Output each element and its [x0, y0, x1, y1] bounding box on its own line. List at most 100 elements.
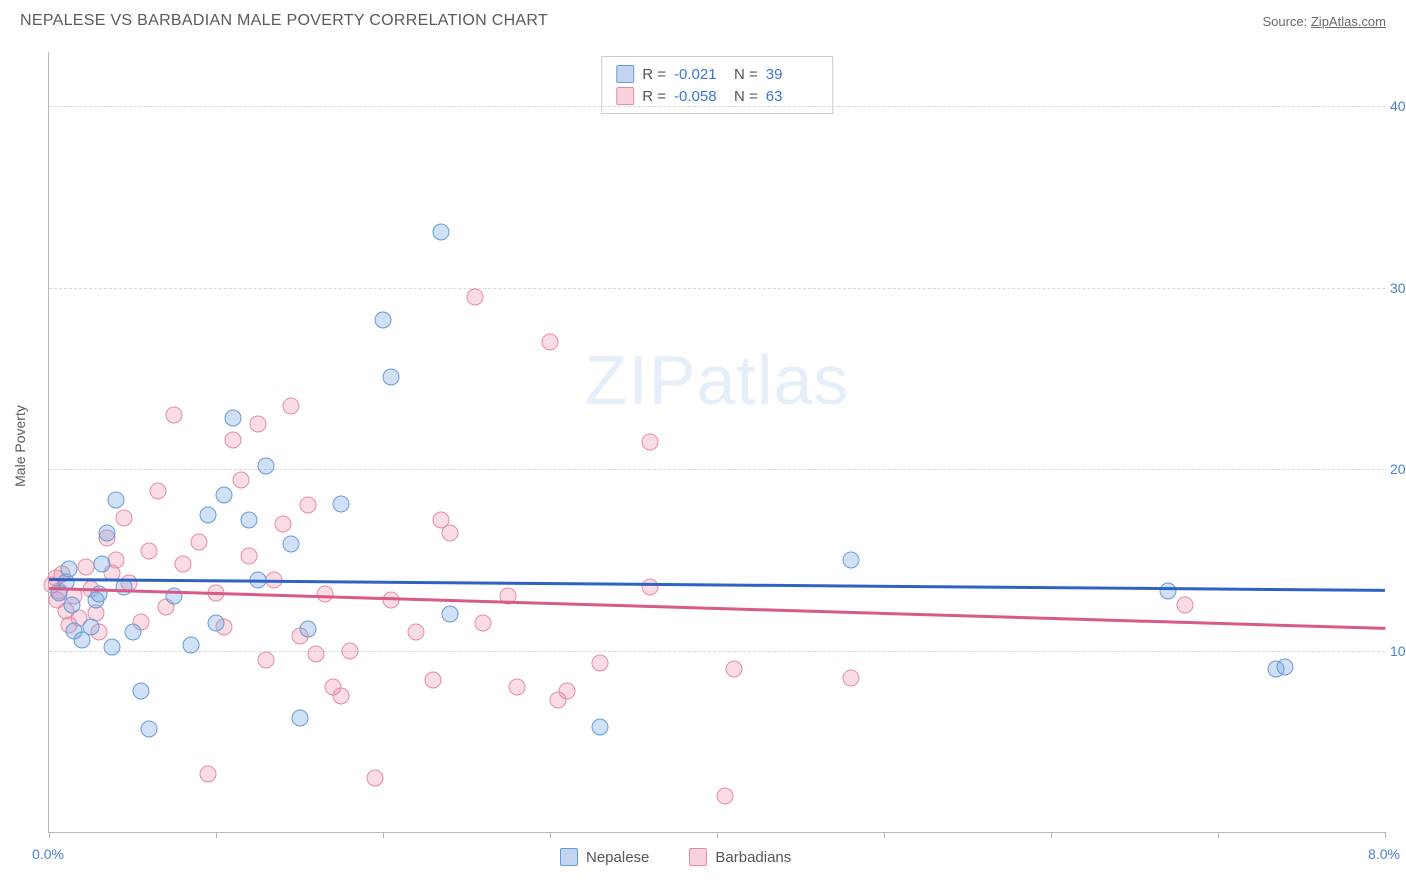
- data-point: [82, 619, 99, 636]
- data-point: [141, 542, 158, 559]
- data-point: [441, 606, 458, 623]
- x-tick: [49, 832, 50, 838]
- y-tick-label: 20.0%: [1390, 461, 1406, 477]
- r-value: -0.021: [674, 66, 726, 83]
- y-tick-label: 10.0%: [1390, 643, 1406, 659]
- gridline: [49, 106, 1385, 107]
- x-tick: [1218, 832, 1219, 838]
- data-point: [642, 434, 659, 451]
- data-point: [592, 718, 609, 735]
- data-point: [1176, 597, 1193, 614]
- data-point: [191, 533, 208, 550]
- legend-row-barbadians: R = -0.058 N = 63: [616, 85, 818, 107]
- n-label: N =: [734, 88, 758, 105]
- trend-line-nepalese: [49, 578, 1385, 591]
- correlation-legend: R = -0.021 N = 39 R = -0.058 N = 63: [601, 56, 833, 114]
- data-point: [333, 687, 350, 704]
- data-point: [283, 397, 300, 414]
- data-point: [299, 497, 316, 514]
- scatter-chart: ZIPatlas R = -0.021 N = 39 R = -0.058 N …: [48, 52, 1385, 833]
- data-point: [174, 555, 191, 572]
- legend-row-nepalese: R = -0.021 N = 39: [616, 63, 818, 85]
- swatch-nepalese: [560, 848, 578, 866]
- source-prefix: Source:: [1262, 14, 1310, 29]
- data-point: [717, 787, 734, 804]
- data-point: [508, 678, 525, 695]
- data-point: [233, 472, 250, 489]
- n-value: 39: [766, 66, 818, 83]
- r-label: R =: [642, 66, 666, 83]
- data-point: [433, 223, 450, 240]
- x-tick: [383, 832, 384, 838]
- data-point: [291, 709, 308, 726]
- chart-header: NEPALESE VS BARBADIAN MALE POVERTY CORRE…: [0, 0, 1406, 38]
- watermark: ZIPatlas: [585, 340, 850, 420]
- data-point: [249, 415, 266, 432]
- data-point: [1159, 582, 1176, 599]
- data-point: [558, 682, 575, 699]
- data-point: [366, 769, 383, 786]
- x-tick-label: 8.0%: [1368, 846, 1400, 862]
- data-point: [149, 482, 166, 499]
- gridline: [49, 288, 1385, 289]
- data-point: [104, 638, 121, 655]
- y-axis-label: Male Poverty: [12, 405, 28, 487]
- x-tick-label: 0.0%: [32, 846, 64, 862]
- data-point: [208, 615, 225, 632]
- swatch-barbadians: [616, 87, 634, 105]
- legend-label: Barbadians: [715, 849, 791, 866]
- data-point: [199, 506, 216, 523]
- data-point: [283, 535, 300, 552]
- source-link[interactable]: ZipAtlas.com: [1311, 14, 1386, 29]
- n-label: N =: [734, 66, 758, 83]
- data-point: [107, 492, 124, 509]
- data-point: [116, 510, 133, 527]
- data-point: [77, 559, 94, 576]
- data-point: [258, 651, 275, 668]
- data-point: [132, 682, 149, 699]
- data-point: [61, 560, 78, 577]
- data-point: [375, 312, 392, 329]
- chart-title: NEPALESE VS BARBADIAN MALE POVERTY CORRE…: [20, 12, 548, 30]
- data-point: [383, 368, 400, 385]
- data-point: [216, 486, 233, 503]
- data-point: [333, 495, 350, 512]
- legend-label: Nepalese: [586, 849, 649, 866]
- r-label: R =: [642, 88, 666, 105]
- x-tick: [1051, 832, 1052, 838]
- data-point: [842, 551, 859, 568]
- data-point: [1276, 658, 1293, 675]
- data-point: [141, 720, 158, 737]
- data-point: [224, 410, 241, 427]
- data-point: [542, 334, 559, 351]
- data-point: [241, 512, 258, 529]
- data-point: [258, 457, 275, 474]
- data-point: [341, 642, 358, 659]
- y-tick-label: 40.0%: [1390, 98, 1406, 114]
- n-value: 63: [766, 88, 818, 105]
- x-tick: [884, 832, 885, 838]
- data-point: [64, 597, 81, 614]
- data-point: [274, 515, 291, 532]
- data-point: [425, 671, 442, 688]
- series-legend: Nepalese Barbadians: [560, 848, 791, 866]
- r-value: -0.058: [674, 88, 726, 105]
- data-point: [199, 765, 216, 782]
- x-tick: [1385, 832, 1386, 838]
- data-point: [592, 655, 609, 672]
- data-point: [99, 524, 116, 541]
- data-point: [94, 555, 111, 572]
- watermark-zip: ZIP: [585, 341, 697, 419]
- data-point: [441, 524, 458, 541]
- source-attribution: Source: ZipAtlas.com: [1262, 14, 1386, 29]
- y-tick-label: 30.0%: [1390, 280, 1406, 296]
- legend-item-barbadians: Barbadians: [689, 848, 791, 866]
- data-point: [408, 624, 425, 641]
- gridline: [49, 651, 1385, 652]
- data-point: [124, 624, 141, 641]
- data-point: [466, 288, 483, 305]
- swatch-barbadians: [689, 848, 707, 866]
- gridline: [49, 469, 1385, 470]
- data-point: [241, 548, 258, 565]
- data-point: [182, 637, 199, 654]
